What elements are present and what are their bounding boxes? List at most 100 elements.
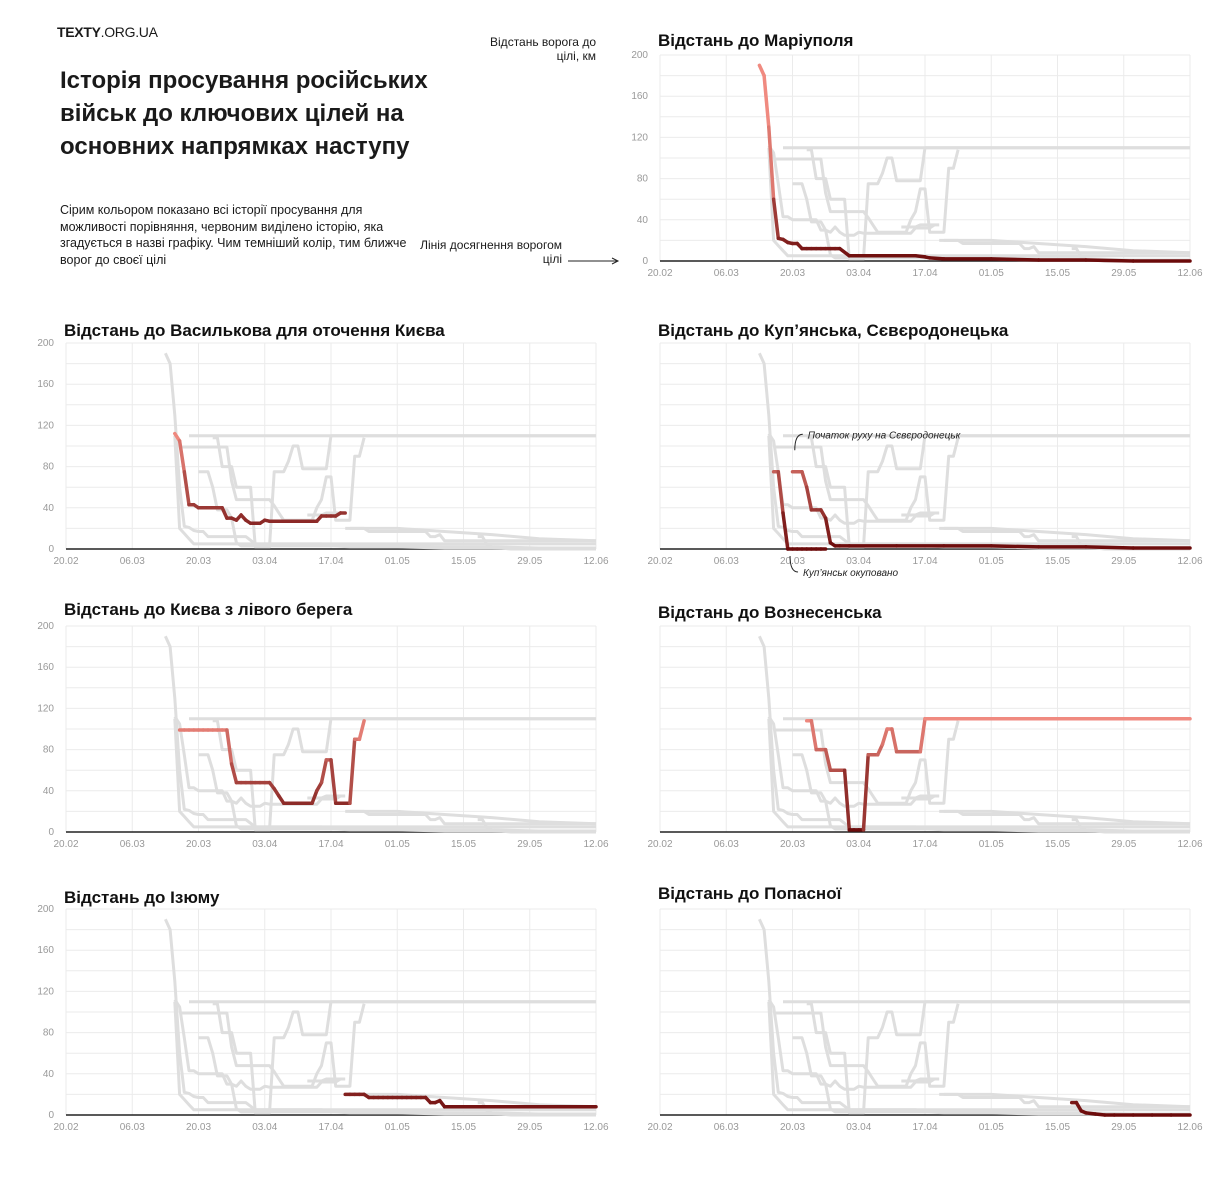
- x-tick-label: 03.04: [846, 268, 871, 279]
- x-tick-label: 12.06: [1177, 839, 1202, 850]
- y-tick-label: 160: [37, 662, 54, 673]
- highlight-series-segment-київ-лівий-берег: [348, 737, 357, 805]
- context-series-line: [164, 918, 596, 1117]
- context-series-line: [477, 818, 596, 834]
- x-tick-label: 20.03: [780, 556, 805, 567]
- y-tick-label: 200: [631, 50, 648, 61]
- x-tick-label: 20.02: [647, 556, 672, 567]
- context-series-line: [349, 526, 597, 543]
- highlight-series-segment-маріуполь: [838, 246, 852, 258]
- highlight-series-segment-вознесенськ: [875, 742, 885, 757]
- chart-panel-5: Відстань до Ізюму 200 160 120 80 40 020.02 06.0…: [37, 888, 609, 1133]
- context-series-line: [767, 432, 940, 525]
- x-tick-label: 06.03: [714, 1122, 739, 1133]
- x-tick-label: 03.04: [252, 839, 277, 850]
- x-tick-label: 03.04: [846, 556, 871, 567]
- page-title: Історія просування російських військ до …: [60, 67, 428, 160]
- chart-title: Відстань до Попасної: [658, 884, 843, 903]
- context-series-line: [767, 144, 940, 237]
- x-tick-label: 06.03: [714, 556, 739, 567]
- x-tick-label: 20.02: [53, 556, 78, 567]
- x-tick-label: 01.05: [979, 839, 1004, 850]
- chart-panel-3: Відстань до Києва з лівого берега 200 160 1…: [37, 600, 609, 850]
- x-tick-label: 01.05: [979, 268, 1004, 279]
- context-series-line: [307, 511, 341, 517]
- highlight-series-segment-вознесенськ: [823, 747, 833, 772]
- context-series-line: [943, 1092, 1191, 1109]
- y-tick-label: 200: [37, 338, 54, 349]
- y-tick-label: 120: [37, 986, 54, 997]
- context-series-line: [939, 1092, 1190, 1109]
- highlight-series-segment-васильків: [220, 506, 229, 520]
- x-tick-label: 17.04: [912, 268, 937, 279]
- finish-line-note: Лінія досягнення ворогом цілі: [420, 238, 562, 266]
- highlight-series-segment-маріуполь: [767, 125, 776, 201]
- x-tick-label: 12.06: [1177, 1122, 1202, 1133]
- x-tick-label: 29.05: [517, 556, 542, 567]
- y-tick-label: 40: [637, 215, 649, 226]
- y-tick-label: 80: [43, 745, 55, 756]
- context-series-line: [767, 715, 940, 808]
- x-tick-label: 29.05: [517, 1122, 542, 1133]
- x-tick-label: 12.06: [583, 556, 608, 567]
- highlight-series-segment-вознесенськ: [809, 719, 818, 752]
- x-tick-label: 17.04: [912, 556, 937, 567]
- x-tick-label: 01.05: [385, 1122, 410, 1133]
- x-tick-label: 20.02: [53, 1122, 78, 1133]
- context-series-line: [943, 809, 1191, 826]
- x-tick-label: 12.06: [583, 1122, 608, 1133]
- y-tick-label: 160: [631, 91, 648, 102]
- chart-title: Відстань до Василькова для оточення Києв…: [64, 321, 445, 340]
- highlight-series-segment-маріуполь: [989, 257, 1041, 262]
- chart-title: Відстань до Києва з лівого берега: [64, 600, 353, 619]
- y-tick-label: 80: [637, 174, 649, 185]
- x-tick-label: 29.05: [1111, 839, 1136, 850]
- x-tick-label: 12.06: [583, 839, 608, 850]
- context-series-line: [767, 1001, 1190, 1112]
- x-tick-label: 20.02: [647, 1122, 672, 1133]
- context-series-line: [477, 535, 596, 551]
- x-tick-label: 03.04: [846, 1122, 871, 1133]
- context-series-line: [173, 715, 346, 808]
- context-series-line: [792, 753, 1190, 833]
- highlight-series-segment-сєвєродонецьк: [1084, 545, 1135, 550]
- highlight-series-segment-київ-лівий-берег: [357, 719, 366, 742]
- context-series-line: [173, 718, 596, 829]
- context-series-line: [173, 1001, 596, 1112]
- highlight-series-segment-маріуполь: [1084, 258, 1135, 263]
- context-series-line: [173, 998, 346, 1091]
- y-tick-label: 160: [37, 379, 54, 390]
- highlight-series-segment-сєвєродонецьк: [989, 544, 1041, 549]
- chart-panel-4: Відстань до Вознесенська 20.02 06.03 20.03 0…: [647, 603, 1202, 850]
- x-tick-label: 29.05: [1111, 268, 1136, 279]
- x-tick-label: 15.05: [1045, 268, 1070, 279]
- x-tick-label: 06.03: [120, 1122, 145, 1133]
- context-series-line: [767, 147, 1190, 258]
- y-tick-label: 0: [642, 256, 648, 267]
- highlight-series-segment-маріуполь: [757, 63, 766, 78]
- y-tick-label: 40: [43, 786, 55, 797]
- highlight-series-segment-васильків: [177, 439, 187, 474]
- chart-annotation: Куп’янськ окуповано: [803, 568, 899, 579]
- x-tick-label: 20.03: [186, 1122, 211, 1133]
- context-series-line: [345, 526, 596, 543]
- x-tick-label: 17.04: [912, 839, 937, 850]
- context-series-line: [307, 1077, 341, 1083]
- chart-panel-1: Відстань до Василькова для оточення Києв…: [37, 321, 609, 567]
- highlight-series-segment-київ-лівий-берег: [229, 762, 239, 785]
- annotation-arrow: [789, 555, 799, 573]
- x-tick-label: 15.05: [1045, 839, 1070, 850]
- y-tick-label: 0: [48, 1110, 54, 1121]
- x-tick-label: 12.06: [1177, 268, 1202, 279]
- highlight-series-segment-київ-лівий-берег: [329, 758, 338, 805]
- x-tick-label: 17.04: [912, 1122, 937, 1133]
- context-series-line: [758, 352, 1190, 551]
- x-tick-label: 01.05: [979, 1122, 1004, 1133]
- highlight-series-segment-вознесенськ: [918, 716, 927, 754]
- chart-annotation: Початок руху на Сєвєродонецьк: [808, 430, 962, 441]
- highlight-series-segment-київ-лівий-берег: [310, 789, 319, 805]
- y-tick-label: 120: [631, 132, 648, 143]
- x-tick-label: 17.04: [318, 556, 343, 567]
- x-tick-label: 17.04: [318, 1122, 343, 1133]
